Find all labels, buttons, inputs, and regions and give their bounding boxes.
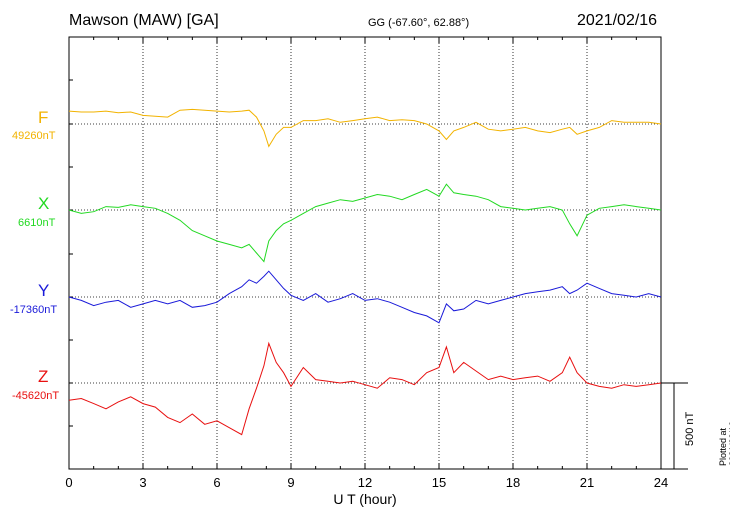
x-tick-label: 0	[65, 475, 72, 490]
series-line-x	[68, 183, 662, 263]
x-tick-label: 6	[213, 475, 220, 490]
x-tick-label: 21	[580, 475, 594, 490]
series-line-f	[68, 108, 662, 148]
scale-bar-label: 500 nT	[684, 411, 696, 446]
baseline-label-z: -45620nT	[12, 390, 60, 402]
x-tick-label: 24	[654, 475, 668, 490]
series-label-x: X	[38, 194, 50, 213]
x-tick-label: 12	[358, 475, 372, 490]
series-label-y: Y	[38, 281, 50, 300]
baseline-label-y: -17360nT	[10, 304, 58, 316]
series-line-y	[68, 270, 662, 324]
series-label-f: F	[38, 108, 49, 127]
baseline-label-f: 49260nT	[12, 130, 56, 142]
plotted-at-note: Plotted at 2021/03/19 01:34 UT	[718, 420, 730, 466]
baseline-label-x: 6610nT	[18, 217, 56, 229]
date-label: 2021/02/16	[577, 12, 658, 29]
x-tick-label: 9	[287, 475, 294, 490]
x-tick-label: 3	[139, 475, 146, 490]
x-tick-label: 15	[432, 475, 446, 490]
series-label-z: Z	[38, 367, 49, 386]
series-line-z	[68, 341, 662, 436]
x-tick-label: 18	[506, 475, 520, 490]
station-title: Mawson (MAW) [GA]	[69, 12, 219, 29]
x-axis-label: U T (hour)	[333, 491, 396, 507]
coordinates-label: GG (-67.60°, 62.88°)	[368, 17, 470, 29]
